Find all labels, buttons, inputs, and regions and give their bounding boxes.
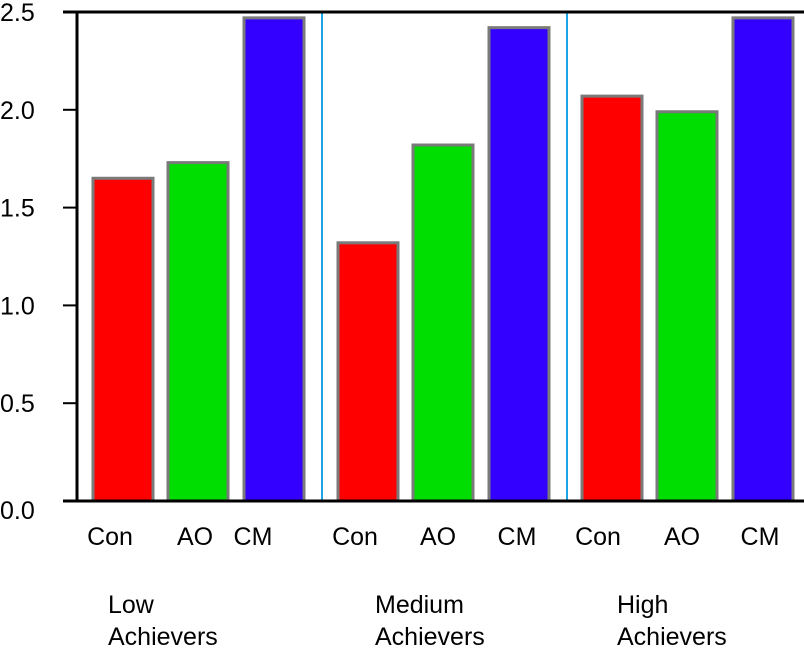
group-label: Achievers: [375, 623, 485, 651]
bar-ao: [411, 143, 475, 503]
bar-cm: [731, 16, 795, 503]
bar-cm: [242, 16, 306, 503]
bars-layer: [91, 16, 795, 503]
y-tick-label: 1.5: [0, 195, 35, 223]
y-tick-label: 1.0: [0, 292, 35, 320]
group-label: Medium: [375, 591, 464, 619]
category-label: CM: [741, 523, 780, 551]
y-tick-label: 0.0: [0, 497, 35, 525]
category-label: CM: [498, 523, 537, 551]
bar-con: [91, 176, 155, 503]
y-tick-label: 2.5: [0, 0, 35, 27]
group-label: Achievers: [617, 623, 727, 651]
category-label: CM: [234, 523, 273, 551]
category-label: AO: [177, 523, 213, 551]
category-label: Con: [332, 523, 378, 551]
group-label: High: [617, 591, 668, 619]
group-label: Achievers: [108, 623, 218, 651]
bar-ao: [655, 110, 719, 503]
category-label: Con: [575, 523, 621, 551]
labels-layer: 0.0 0.5 1.0 1.5 2.0 2.5 Con AO CM Con AO CM Con AO CM L…: [0, 0, 779, 651]
axes-layer: [63, 10, 804, 503]
y-tick-label: 2.0: [0, 97, 35, 125]
category-label: AO: [664, 523, 700, 551]
y-tick-label: 0.5: [0, 390, 35, 418]
bar-ao: [166, 161, 230, 503]
bar-con: [336, 241, 400, 503]
group-label: Low: [108, 591, 155, 619]
category-label: Con: [87, 523, 133, 551]
bar-con: [580, 94, 644, 503]
category-label: AO: [420, 523, 456, 551]
bar-cm: [487, 26, 551, 503]
